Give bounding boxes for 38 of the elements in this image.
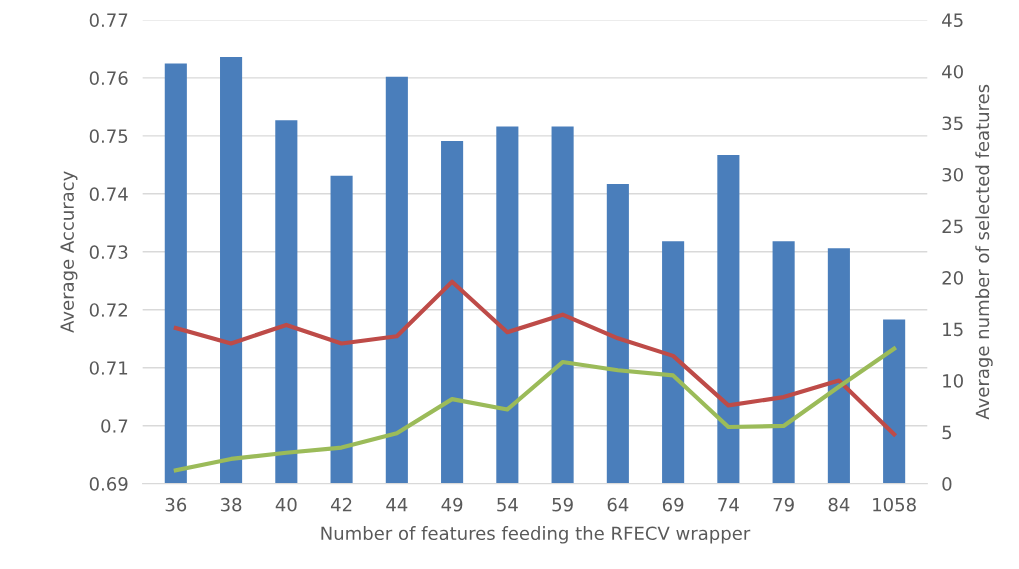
x-tick-label: 36 (165, 497, 187, 512)
y2-tick-label: 5 (942, 425, 952, 440)
y2-tick-label: 45 (942, 13, 963, 28)
x-tick-label: 59 (552, 497, 573, 512)
y-tick-label: 0.71 (89, 361, 128, 375)
y2-axis-title: Average number of selected features (975, 84, 993, 420)
y2-tick-label: 40 (942, 64, 963, 79)
y2-tick-label: 25 (942, 219, 963, 234)
y2-tick-label: 0 (942, 477, 952, 491)
y-tick-label: 0.72 (89, 303, 127, 317)
y-tick-label: 0.75 (89, 129, 128, 143)
x-tick-label: 79 (773, 497, 794, 512)
y2-tick-label: 20 (942, 271, 963, 285)
y-tick-label: 0.77 (89, 13, 128, 28)
y2-tick-label: 10 (943, 374, 963, 388)
y-tick-label: 0.69 (89, 477, 128, 491)
x-axis-title: Number of features feeding the RFECV wrapper (321, 526, 751, 544)
x-tick-label: 42 (330, 497, 352, 512)
x-tick-label: 84 (828, 497, 850, 512)
x-tick-label: 69 (662, 497, 684, 512)
x-tick-label: 1058 (873, 497, 916, 512)
line-series (173, 346, 897, 473)
y2-tick-label: 15 (943, 322, 963, 337)
line-series (173, 279, 897, 437)
x-tick-label: 49 (441, 497, 463, 512)
y-tick-label: 0.7 (101, 419, 128, 433)
y-tick-label: 0.74 (89, 187, 128, 201)
y-tick-label: 0.73 (89, 245, 128, 259)
x-tick-label: 54 (497, 498, 518, 512)
y2-tick-label: 35 (942, 116, 963, 131)
y2-tick-label: 30 (942, 167, 963, 182)
x-tick-label: 44 (386, 498, 408, 512)
x-tick-label: 74 (718, 498, 739, 512)
x-tick-label: 38 (220, 497, 242, 512)
x-tick-label: 64 (607, 497, 629, 512)
y-axis-title: Average Accuracy (60, 171, 78, 333)
x-tick-label: 40 (275, 497, 297, 512)
y-tick-label: 0.76 (89, 71, 128, 85)
